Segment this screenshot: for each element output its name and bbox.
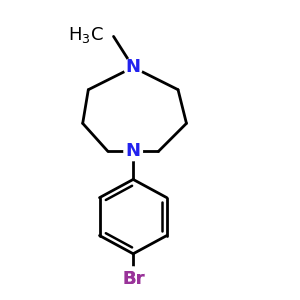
Text: $\mathregular{H_3C}$: $\mathregular{H_3C}$ xyxy=(68,25,104,45)
Text: N: N xyxy=(126,58,141,76)
Circle shape xyxy=(122,267,144,288)
Text: N: N xyxy=(126,142,141,160)
Circle shape xyxy=(124,58,142,76)
Text: Br: Br xyxy=(122,270,144,288)
Circle shape xyxy=(124,142,142,161)
Text: Br: Br xyxy=(122,270,144,288)
